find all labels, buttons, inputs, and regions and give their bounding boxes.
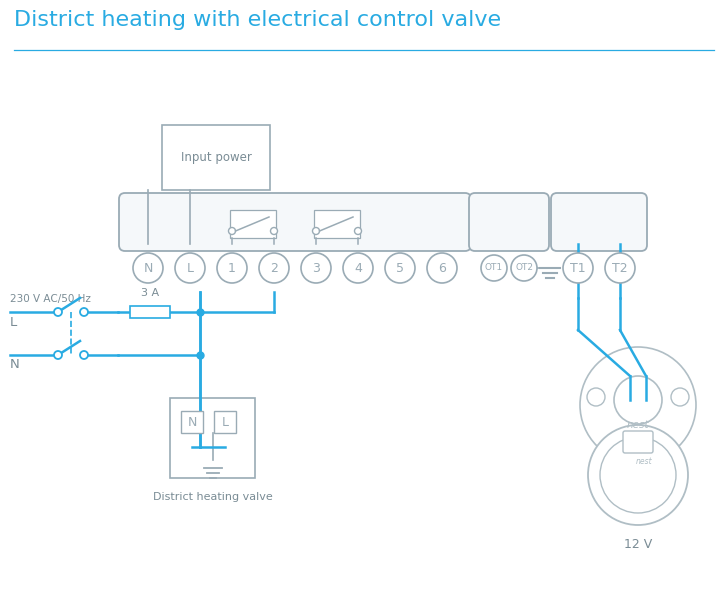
Text: 6: 6 — [438, 261, 446, 274]
Circle shape — [80, 351, 88, 359]
Circle shape — [259, 253, 289, 283]
Circle shape — [588, 425, 688, 525]
Circle shape — [271, 228, 277, 235]
Circle shape — [605, 253, 635, 283]
Circle shape — [427, 253, 457, 283]
Circle shape — [312, 228, 320, 235]
Text: 230 V AC/50 Hz: 230 V AC/50 Hz — [10, 294, 91, 304]
Bar — [181, 411, 203, 433]
Text: 12 V: 12 V — [624, 538, 652, 551]
Circle shape — [614, 376, 662, 424]
Bar — [230, 210, 276, 238]
Text: T1: T1 — [570, 261, 586, 274]
Circle shape — [133, 253, 163, 283]
Text: L: L — [186, 261, 194, 274]
Text: 5: 5 — [396, 261, 404, 274]
Text: N: N — [187, 415, 197, 428]
Circle shape — [481, 255, 507, 281]
Circle shape — [671, 388, 689, 406]
Text: L: L — [10, 315, 17, 328]
Text: OT2: OT2 — [515, 264, 533, 273]
FancyBboxPatch shape — [623, 431, 653, 453]
Circle shape — [587, 388, 605, 406]
Text: nest: nest — [636, 457, 652, 466]
Text: District heating valve: District heating valve — [153, 492, 272, 502]
FancyBboxPatch shape — [551, 193, 647, 251]
Circle shape — [511, 255, 537, 281]
Circle shape — [175, 253, 205, 283]
Circle shape — [385, 253, 415, 283]
Text: 3: 3 — [312, 261, 320, 274]
Circle shape — [229, 228, 235, 235]
Text: Input power: Input power — [181, 151, 251, 164]
Bar — [214, 411, 236, 433]
Text: N: N — [143, 261, 153, 274]
Bar — [314, 210, 360, 238]
Bar — [162, 125, 270, 190]
FancyBboxPatch shape — [469, 193, 549, 251]
Circle shape — [355, 228, 362, 235]
Text: T2: T2 — [612, 261, 628, 274]
FancyBboxPatch shape — [119, 193, 471, 251]
Text: 3 A: 3 A — [141, 288, 159, 298]
Circle shape — [80, 308, 88, 316]
Text: 1: 1 — [228, 261, 236, 274]
Text: N: N — [10, 359, 20, 371]
Text: District heating with electrical control valve: District heating with electrical control… — [14, 10, 501, 30]
Text: L: L — [221, 415, 229, 428]
Circle shape — [580, 347, 696, 463]
Text: 4: 4 — [354, 261, 362, 274]
Circle shape — [343, 253, 373, 283]
Circle shape — [563, 253, 593, 283]
Bar — [170, 398, 255, 478]
Circle shape — [600, 437, 676, 513]
Circle shape — [54, 351, 62, 359]
Bar — [130, 306, 170, 318]
Circle shape — [217, 253, 247, 283]
Circle shape — [301, 253, 331, 283]
Text: 2: 2 — [270, 261, 278, 274]
Text: OT1: OT1 — [485, 264, 503, 273]
Text: nest: nest — [627, 420, 649, 430]
Circle shape — [54, 308, 62, 316]
